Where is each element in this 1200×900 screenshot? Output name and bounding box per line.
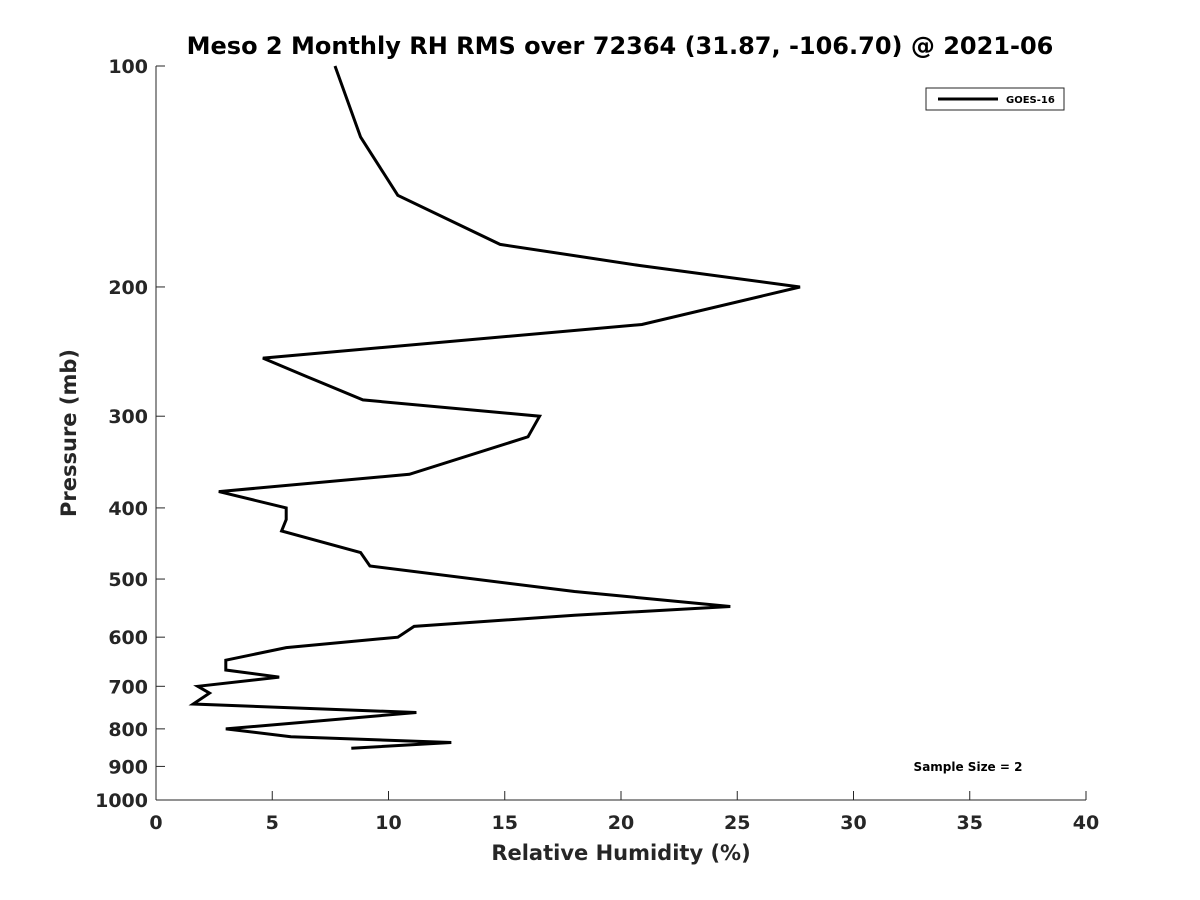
y-tick-label: 300 [108, 406, 148, 428]
y-tick-label: 200 [108, 277, 148, 299]
sample-size-annotation: Sample Size = 2 [914, 760, 1023, 774]
x-tick-label: 10 [375, 812, 401, 834]
y-ticks: 100 200 300 400 500 600 700 800 900 1000 [95, 56, 165, 812]
legend-label-goes-16: GOES-16 [1006, 95, 1055, 106]
y-tick-label: 100 [108, 56, 148, 78]
y-tick-label: 800 [108, 719, 148, 741]
series-group [188, 65, 801, 750]
x-tick-label: 15 [492, 812, 518, 834]
x-tick-label: 30 [840, 812, 866, 834]
y-tick-label: 600 [108, 627, 148, 649]
y-tick-label: 700 [108, 676, 148, 698]
y-axis-label: Pressure (mb) [57, 349, 81, 517]
y-tick-label: 500 [108, 569, 148, 591]
x-tick-label: 5 [266, 812, 279, 834]
y-tick-label: 1000 [95, 790, 148, 812]
y-tick-label: 900 [108, 756, 148, 778]
x-tick-label: 40 [1073, 812, 1099, 834]
x-tick-label: 35 [957, 812, 983, 834]
y-tick-label: 400 [108, 498, 148, 520]
x-tick-label: 25 [724, 812, 750, 834]
legend: GOES-16 [925, 87, 1065, 111]
x-axis-label: Relative Humidity (%) [491, 841, 750, 865]
x-tick-label: 0 [149, 812, 162, 834]
chart-title: Meso 2 Monthly RH RMS over 72364 (31.87,… [187, 32, 1054, 60]
x-tick-label: 20 [608, 812, 634, 834]
x-ticks: 0 5 10 15 20 25 30 35 40 [149, 791, 1099, 834]
series-line-goes-16 [188, 65, 801, 750]
